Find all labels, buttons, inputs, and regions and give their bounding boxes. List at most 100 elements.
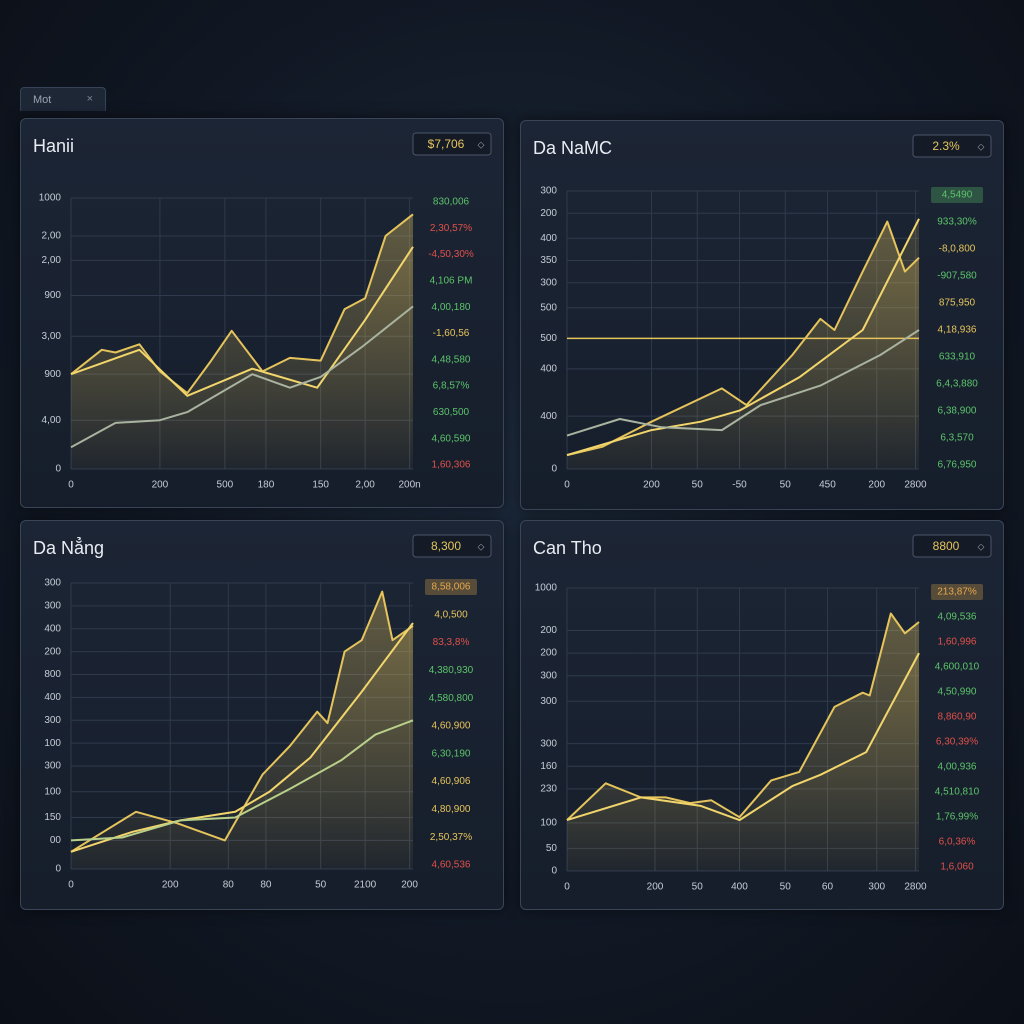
line-series: [70, 719, 414, 842]
y-tick-label: 300: [44, 761, 61, 772]
badge-arrow: ◇: [478, 541, 485, 551]
y-tick-label: 900: [44, 290, 61, 301]
x-tick-label: 80: [223, 880, 235, 891]
x-tick-label: 200n: [398, 480, 420, 491]
y-tick-label: 400: [44, 623, 61, 634]
x-tick-label: 180: [258, 480, 275, 491]
y-tick-label: 50: [546, 843, 558, 854]
annotation: 2,50,37%: [430, 832, 472, 843]
y-tick-label: 400: [540, 411, 557, 422]
badge: [412, 132, 492, 156]
annotation: 2,30,57%: [430, 223, 472, 234]
y-tick-label: 100: [44, 786, 61, 797]
annotation: 4,60,536: [432, 860, 471, 871]
annotation-highlight: [425, 579, 477, 595]
y-tick-label: 200: [540, 648, 557, 659]
annotation-highlight: [931, 584, 983, 600]
y-tick-label: 200: [44, 646, 61, 657]
annotation: 6,76,950: [938, 460, 977, 471]
badge: [912, 534, 992, 558]
x-tick-label: 50: [692, 480, 704, 491]
annotation: 8,860,90: [938, 712, 977, 723]
y-tick-label: 0: [551, 866, 557, 877]
annotation: 4,48,580: [432, 354, 471, 365]
annotation: 4,0,500: [434, 609, 468, 620]
y-tick-label: 160: [540, 761, 557, 772]
y-tick-label: 00: [50, 835, 62, 846]
annotation: 4,600,010: [935, 662, 980, 673]
x-tick-label: -50: [732, 480, 747, 491]
badge-arrow: ◇: [978, 141, 985, 151]
y-tick-label: 300: [44, 578, 61, 589]
area-fill: [71, 623, 413, 869]
area-fill: [567, 653, 919, 871]
tab-close[interactable]: ×: [86, 93, 93, 105]
x-tick-label: 2800: [904, 882, 927, 893]
line-series: [70, 305, 414, 449]
annotation: -1,60,56: [433, 328, 470, 339]
y-tick-label: 300: [540, 696, 557, 707]
tab[interactable]: Mot ×: [20, 87, 106, 111]
x-tick-label: 2,00: [355, 480, 375, 491]
y-tick-label: 300: [540, 277, 557, 288]
annotation: 4,50,990: [938, 687, 977, 698]
y-tick-label: 300: [44, 601, 61, 612]
y-tick-label: 0: [551, 464, 557, 475]
annotation: 4,60,906: [432, 776, 471, 787]
y-tick-label: 2,00: [42, 255, 62, 266]
y-tick-label: 300: [540, 738, 557, 749]
x-tick-label: 200: [401, 880, 418, 891]
x-tick-label: 200: [868, 480, 885, 491]
chart: Da NaMC 2.3% ◇3002004003503005005004004000…: [533, 134, 992, 491]
chart: Da Nẳng 8,300 ◇ 300 300 400 200 80 0 400 300 100 300…: [33, 534, 492, 891]
annotation: 1,6,060: [940, 862, 974, 873]
chart-title: Da Nẳng: [33, 537, 104, 558]
tab-label: Mot: [33, 94, 52, 106]
chart-panel: Da NaMC 2.3% ◇ 300 200 400 350 300 500 500 400 400 0…: [520, 120, 1004, 510]
annotation: -4,50,30%: [428, 249, 474, 260]
y-tick-label: 4,00: [42, 415, 62, 426]
x-tick-label: 200: [152, 480, 169, 491]
y-tick-label: 400: [540, 364, 557, 375]
annotation: 633,910: [939, 352, 976, 363]
x-tick-label: 50: [780, 882, 792, 893]
badge-value: 8,300: [431, 539, 461, 553]
area-fill: [567, 218, 919, 469]
annotation: 4,00,936: [938, 762, 977, 773]
annotation: 1,76,99%: [936, 812, 978, 823]
annotation: 4,380,930: [429, 665, 474, 676]
x-tick-label: 80: [260, 880, 272, 891]
annotation: 6,8,57%: [433, 381, 470, 392]
y-tick-label: 500: [540, 302, 557, 313]
annotation: 8,58,006: [432, 582, 471, 593]
y-tick-label: 300: [540, 186, 557, 197]
y-tick-label: 200: [540, 208, 557, 219]
line-series: [70, 246, 414, 397]
y-tick-label: 400: [540, 233, 557, 244]
y-tick-label: 3,00: [42, 331, 62, 342]
x-tick-label: 300: [868, 882, 885, 893]
x-tick-label: 200: [162, 880, 179, 891]
annotation: 4,09,536: [938, 612, 977, 623]
y-tick-label: 300: [44, 715, 61, 726]
annotation: 4,60,900: [432, 721, 471, 732]
badge-value: 2.3%: [932, 139, 960, 153]
annotation: 1,60,306: [432, 460, 471, 471]
line-series: [70, 213, 414, 395]
line-series: [566, 218, 920, 457]
y-tick-label: 500: [540, 333, 557, 344]
annotation: 213,87%: [937, 587, 977, 598]
x-tick-label: 60: [822, 882, 834, 893]
annotation: 1,60,996: [938, 637, 977, 648]
y-tick-label: 400: [44, 692, 61, 703]
y-tick-label: 100: [540, 818, 557, 829]
x-tick-label: 50: [315, 880, 327, 891]
line-series: [566, 652, 920, 822]
x-tick-label: 500: [217, 480, 234, 491]
chart: Hanii $7,706 ◇ 1000 2,00 2,00 900 3,00 900 4,00 00…: [33, 132, 492, 491]
y-tick-label: 0: [55, 864, 61, 875]
chart: Can Tho 8800 ◇1000200200300300300160230100…: [533, 534, 992, 893]
annotation: 4,60,590: [432, 433, 471, 444]
chart-title: Hanii: [33, 136, 74, 156]
